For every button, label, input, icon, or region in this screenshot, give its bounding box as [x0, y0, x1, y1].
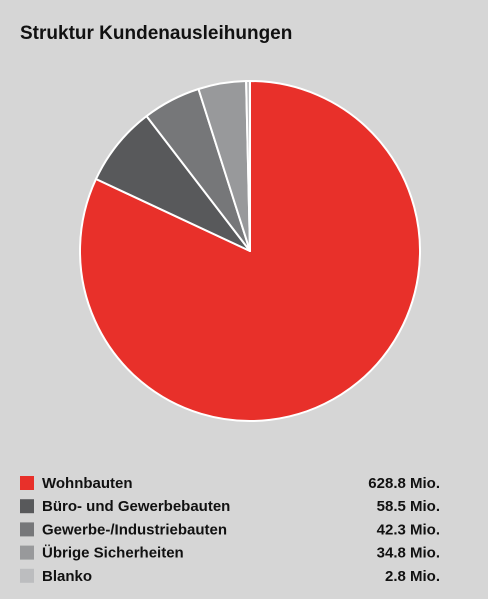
value-label: 34.8 Mio. — [377, 545, 440, 562]
value-label: 58.5 Mio. — [377, 498, 440, 515]
pie-slice — [245, 80, 251, 252]
legend-label: Büro- und Gewerbebauten — [42, 498, 230, 515]
legend-swatch — [20, 499, 34, 514]
pie-slice — [79, 80, 421, 422]
legend-swatch — [20, 522, 34, 537]
legend-swatch — [20, 568, 34, 583]
legend-swatch — [20, 545, 34, 560]
legend-label: Blanko — [42, 568, 92, 585]
value-label: 628.8 Mio. — [368, 475, 440, 492]
legend-swatch — [20, 476, 34, 490]
chart-title: Struktur Kundenausleihungen — [20, 23, 292, 44]
legend-label: Gewerbe-/Industriebauten — [42, 521, 227, 538]
legend-label: Übrige Sicherheiten — [42, 545, 184, 562]
value-label: 2.8 Mio. — [385, 568, 440, 585]
value-label: 42.3 Mio. — [377, 521, 440, 538]
legend-label: Wohnbauten — [42, 475, 133, 492]
